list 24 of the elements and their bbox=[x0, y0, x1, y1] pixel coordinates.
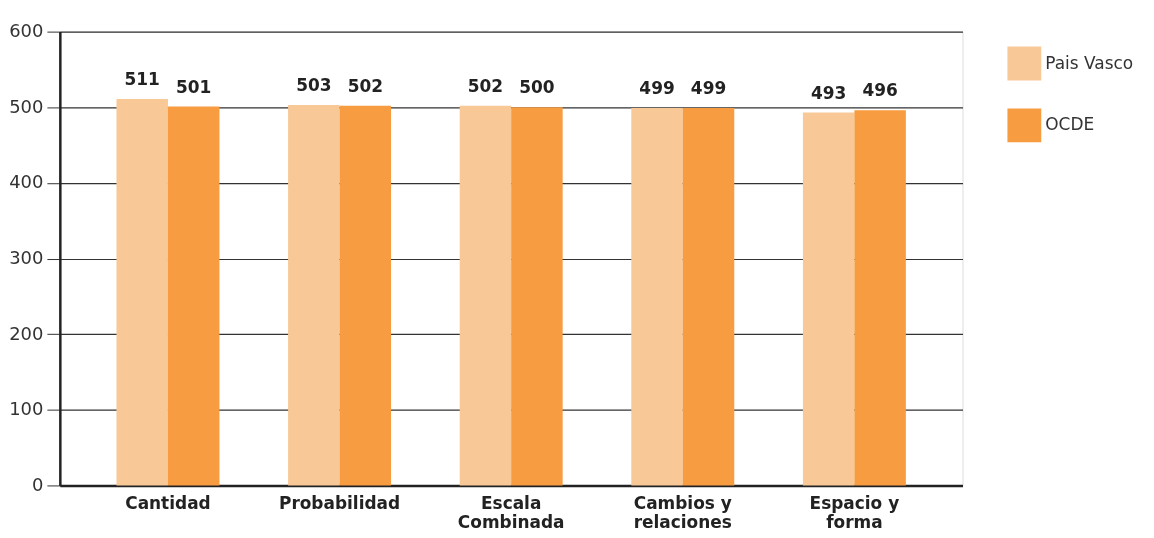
x-tick-label: Espacio y forma bbox=[809, 492, 900, 532]
data-label: 502 bbox=[347, 75, 383, 96]
y-tick-label: 0 bbox=[31, 473, 44, 495]
data-label: 499 bbox=[690, 78, 727, 99]
x-tick-label: Escala Combinada bbox=[457, 492, 565, 532]
data-label: 493 bbox=[810, 82, 847, 103]
legend-label: OCDE bbox=[1045, 114, 1095, 135]
y-tick-label: 500 bbox=[9, 95, 44, 117]
y-tick-label: 300 bbox=[9, 247, 44, 269]
y-tick-label: 100 bbox=[9, 398, 44, 420]
data-label: 500 bbox=[519, 77, 555, 98]
data-label: 496 bbox=[862, 80, 898, 101]
y-tick-label: 600 bbox=[9, 20, 44, 42]
data-label: 501 bbox=[176, 76, 212, 97]
data-label: 511 bbox=[124, 68, 160, 89]
x-tick-label: Probabilidad bbox=[278, 492, 401, 513]
y-tick-label: 200 bbox=[9, 322, 44, 344]
data-label: 499 bbox=[639, 78, 675, 99]
legend-label: Pais Vasco bbox=[1045, 52, 1134, 73]
data-label: 503 bbox=[296, 75, 332, 96]
y-tick-label: 400 bbox=[9, 171, 44, 193]
data-label: 502 bbox=[467, 75, 504, 96]
x-tick-label: Cantidad bbox=[125, 492, 211, 513]
x-tick-label: Cambios y relaciones bbox=[633, 492, 732, 532]
